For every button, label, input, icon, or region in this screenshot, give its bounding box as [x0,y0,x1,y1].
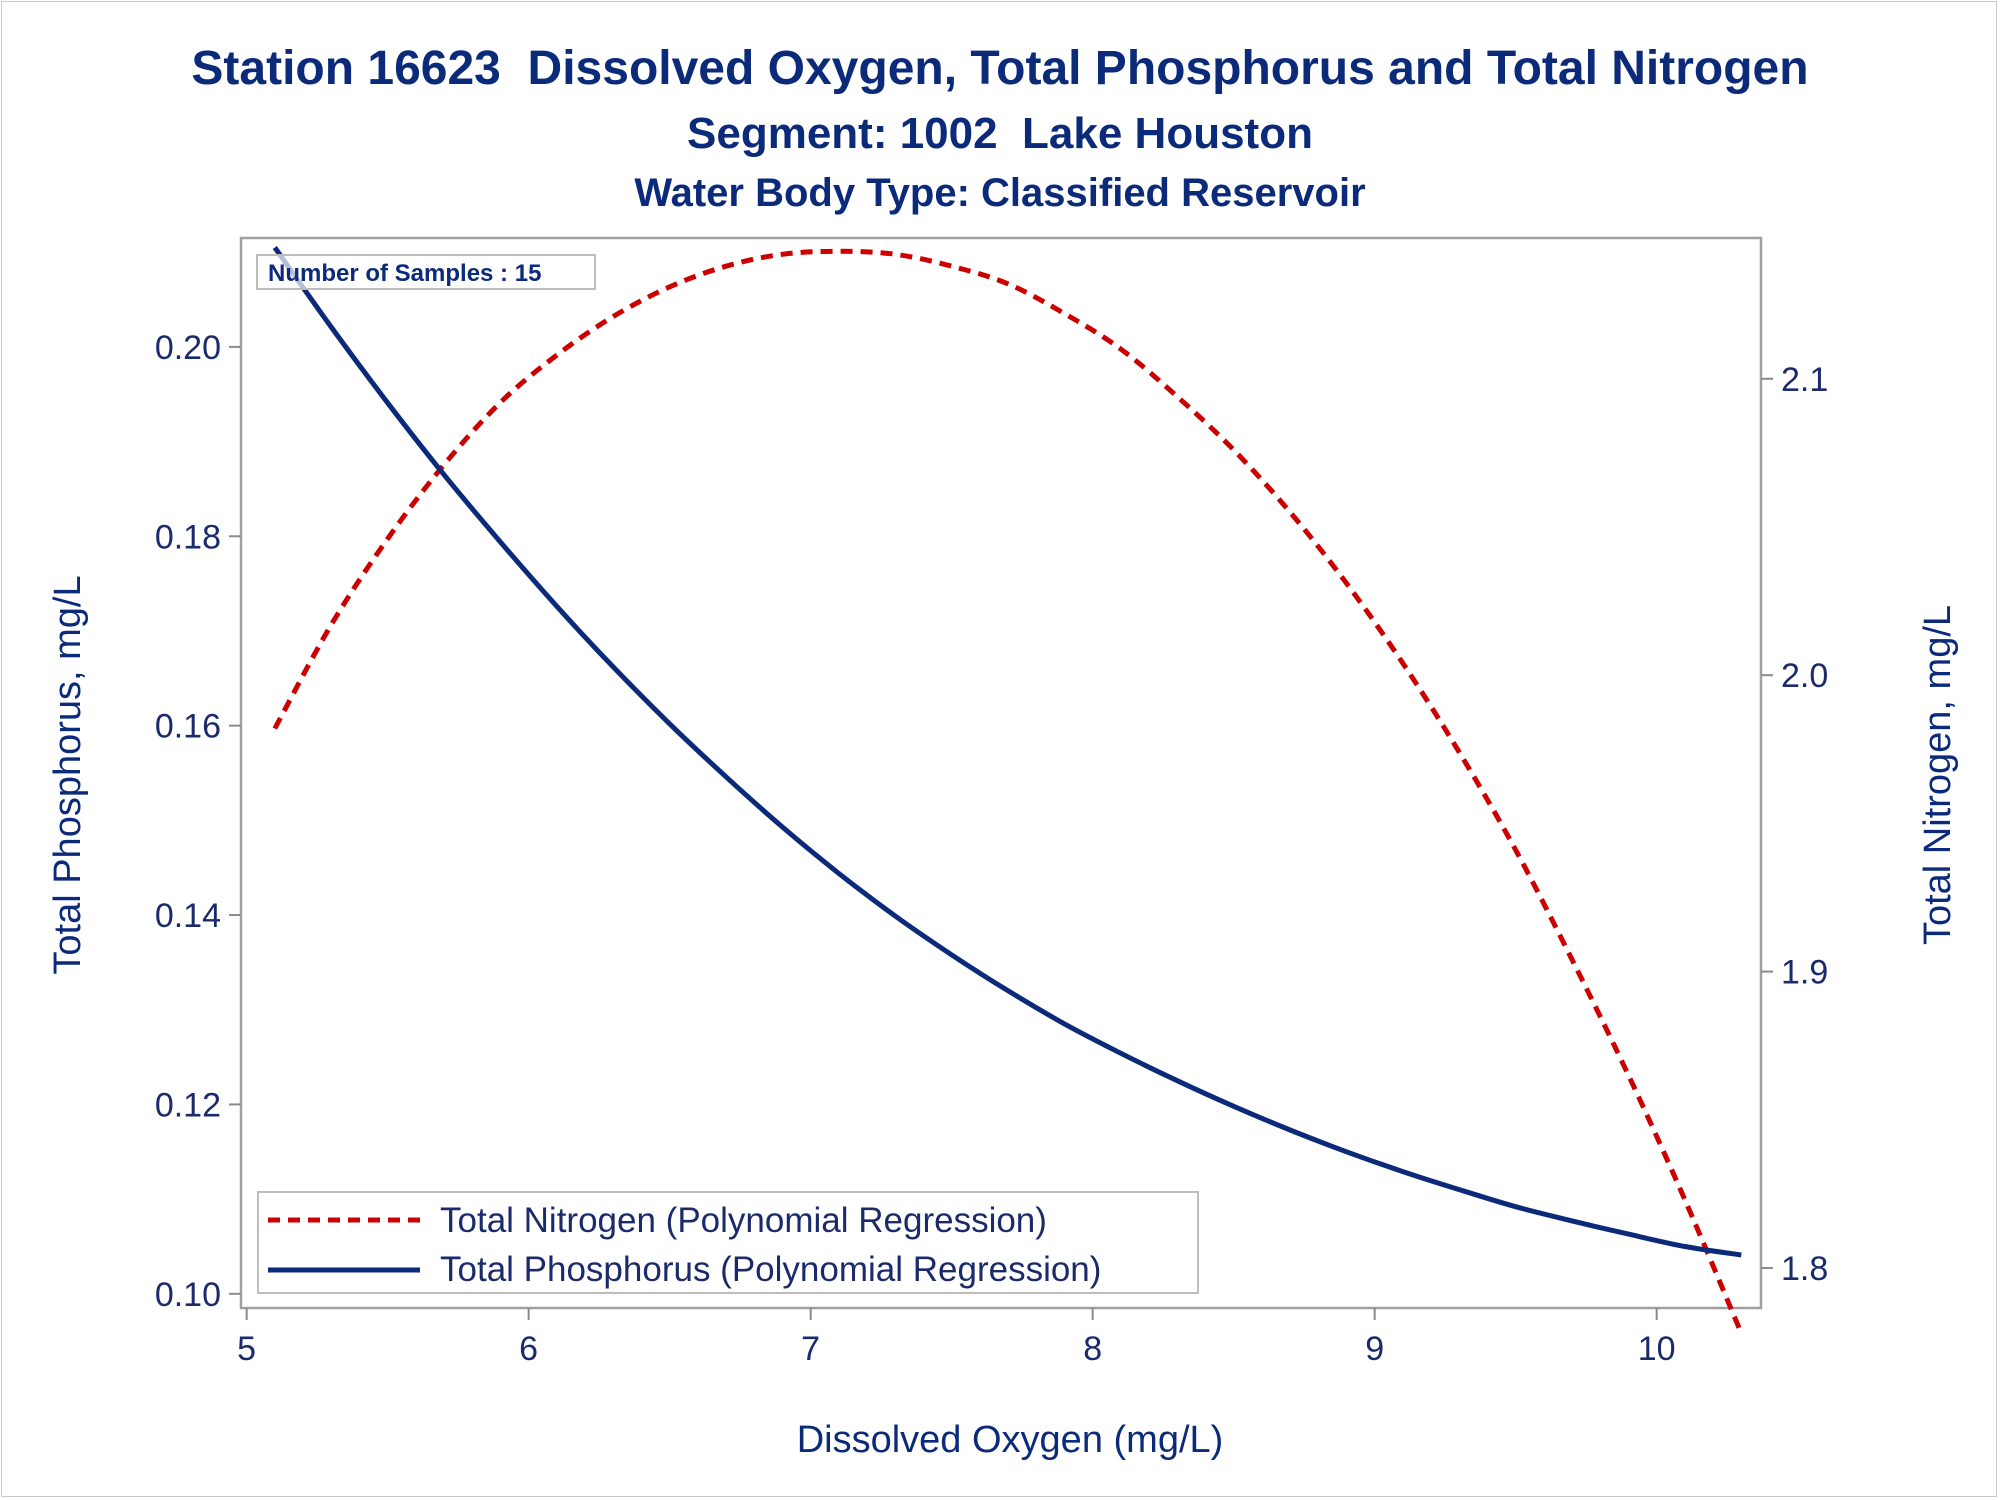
chart-subtitle-2: Water Body Type: Classified Reservoir [634,171,1365,215]
note-box [256,254,596,290]
x-tick-label: 9 [1365,1330,1384,1368]
chart-title: Station 16623 Dissolved Oxygen, Total Ph… [191,42,1808,95]
y-left-tick-label: 0.10 [155,1276,221,1314]
x-tick-label: 7 [801,1330,820,1368]
y-axis-left: 0.10 0.12 0.14 0.16 0.18 0.20 [155,329,241,1314]
legend-label-phosphorus: Total Phosphorus (Polynomial Regression) [440,1250,1101,1289]
legend-label-nitrogen: Total Nitrogen (Polynomial Regression) [440,1201,1047,1240]
note-text: Number of Samples : 15 [268,260,541,287]
legend-box [257,1191,1199,1294]
series-line-nitrogen [272,248,1744,1335]
x-axis-label: Dissolved Oxygen (mg/L) [797,1419,1224,1461]
y-axis-right: 1.8 1.9 2.0 2.1 [1761,361,1828,1288]
y-right-tick-label: 2.0 [1781,657,1828,695]
series-layer [272,246,1744,1335]
x-tick-label: 10 [1638,1330,1676,1368]
y-left-tick-label: 0.12 [155,1086,221,1124]
x-tick-label: 5 [237,1330,256,1368]
sample-count-note: Number of Samples : 15 [256,254,596,290]
y-left-tick-label: 0.14 [155,897,221,935]
series-line-phosphorus [272,246,1742,1258]
x-tick-label: 6 [519,1330,538,1368]
y-left-tick-label: 0.18 [155,518,221,556]
y-axis-right-label: Total Nitrogen, mg/L [1917,605,1959,945]
y-right-tick-label: 1.9 [1781,954,1828,992]
x-tick-label: 8 [1083,1330,1102,1368]
legend: Total Nitrogen (Polynomial Regression) T… [257,1191,1199,1294]
y-right-tick-label: 2.1 [1781,361,1828,399]
x-axis: 5 6 7 8 9 10 [237,1308,1676,1368]
y-left-tick-label: 0.16 [155,708,221,746]
y-axis-left-label: Total Phosphorus, mg/L [47,575,89,974]
y-left-tick-label: 0.20 [155,329,221,367]
chart-subtitle: Segment: 1002 Lake Houston [687,109,1313,158]
plot-area [239,236,1763,1310]
y-right-tick-label: 1.8 [1781,1250,1828,1288]
